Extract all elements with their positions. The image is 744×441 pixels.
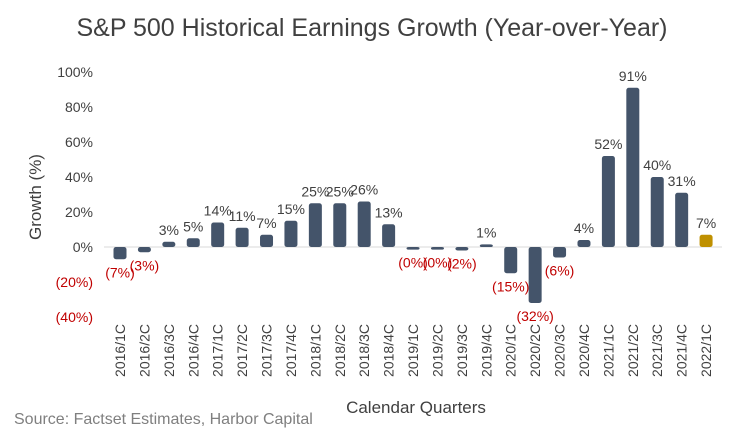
y-tick-label: 60% xyxy=(65,134,93,150)
x-tick-label: 2017/2C xyxy=(234,324,250,377)
x-tick-label: 2021/4C xyxy=(674,324,690,377)
x-tick-label: 2019/2C xyxy=(429,324,445,377)
x-tick-label: 2018/1C xyxy=(307,324,323,377)
data-label: 26% xyxy=(350,182,378,198)
bar-2018-2c xyxy=(333,203,346,247)
data-label: 5% xyxy=(183,218,203,234)
data-label: (15%) xyxy=(492,278,529,294)
x-tick-label: 2020/4C xyxy=(576,324,592,377)
y-tick-label: 80% xyxy=(65,99,93,115)
bar-2020-1c xyxy=(504,247,517,273)
y-tick-label: 0% xyxy=(73,239,93,255)
x-tick-label: 2019/3C xyxy=(454,324,470,377)
data-label: 91% xyxy=(619,68,647,84)
data-label: 13% xyxy=(375,204,403,220)
y-axis-label: Growth (%) xyxy=(26,154,45,240)
bar-2019-1c xyxy=(407,247,420,250)
bar-2021-3c xyxy=(651,177,664,247)
y-tick-label: 100% xyxy=(57,64,93,80)
data-label: 14% xyxy=(204,203,232,219)
x-tick-label: 2016/2C xyxy=(136,324,152,377)
data-label: (2%) xyxy=(447,256,477,272)
bar-2018-1c xyxy=(309,203,322,247)
x-tick-label: 2021/1C xyxy=(600,324,616,377)
y-tick-label: 20% xyxy=(65,204,93,220)
data-label: (3%) xyxy=(130,257,160,273)
bar-2020-2c xyxy=(529,247,542,303)
x-tick-label: 2016/4C xyxy=(185,324,201,377)
data-label: 7% xyxy=(256,215,276,231)
x-tick-label: 2018/2C xyxy=(332,324,348,377)
data-labels-group: (7%)(3%)3% 5%14%11% 7%15%25%25%26%13%(0%)(… xyxy=(105,68,716,324)
y-tick-label: 40% xyxy=(65,169,93,185)
x-tick-label: 2018/4C xyxy=(381,324,397,377)
bars-group xyxy=(114,88,713,303)
x-tick-label: 2017/4C xyxy=(283,324,299,377)
bar-2016-3c xyxy=(162,242,175,247)
x-tick-label: 2021/3C xyxy=(649,324,665,377)
x-tick-label: 2020/3C xyxy=(552,324,568,377)
bar-2019-3c xyxy=(455,247,468,251)
bar-2016-1c xyxy=(114,247,127,259)
data-label: 11% xyxy=(229,208,256,224)
data-label: 15% xyxy=(277,201,305,217)
bar-2020-3c xyxy=(553,247,566,258)
data-label: (6%) xyxy=(545,263,575,279)
data-label: 7% xyxy=(696,215,716,231)
data-label: (32%) xyxy=(516,308,553,324)
x-tick-label: 2022/1C xyxy=(698,324,714,377)
bar-2021-2c xyxy=(626,88,639,247)
data-label: 52% xyxy=(594,136,622,152)
x-tick-label: 2019/1C xyxy=(405,324,421,377)
y-axis-ticks: (40%) (20%) 0% 20% 40% 60% 80% 100% xyxy=(56,64,93,325)
x-axis-ticks: 2016/1C 2016/2C 2016/3C 2016/4C 2017/1C 2017/… xyxy=(112,324,714,377)
bar-2021-1c xyxy=(602,156,615,247)
bar-2021-4c xyxy=(675,193,688,247)
data-label: 3% xyxy=(159,222,179,238)
data-label: 40% xyxy=(643,157,671,173)
bar-2020-4c xyxy=(577,240,590,247)
y-tick-label: (20%) xyxy=(56,274,93,290)
chart-plot: (40%)(20%)0%20%40%60%80%100% (7%)(3%)3% 5… xyxy=(0,0,744,441)
x-tick-label: 2020/2C xyxy=(527,324,543,377)
x-tick-label: 2019/4C xyxy=(478,324,494,377)
bar-2019-4c xyxy=(480,244,493,247)
x-tick-label: 2016/1C xyxy=(112,324,128,377)
bar-2016-4c xyxy=(187,238,200,247)
bar-2019-2c xyxy=(431,247,444,250)
bar-2018-3c xyxy=(358,202,371,248)
bar-2017-2c xyxy=(236,228,249,247)
bar-2017-1c xyxy=(211,223,224,248)
x-tick-label: 2016/3C xyxy=(161,324,177,377)
source-note: Source: Factset Estimates, Harbor Capita… xyxy=(14,411,313,429)
bar-2022-1c xyxy=(700,235,713,247)
bar-2016-2c xyxy=(138,247,151,252)
x-tick-label: 2021/2C xyxy=(625,324,641,377)
data-label: 4% xyxy=(574,220,594,236)
y-tick-label: (40%) xyxy=(56,309,93,325)
x-axis-label: Calendar Quarters xyxy=(346,398,486,417)
x-tick-label: 2017/1C xyxy=(210,324,226,377)
data-label: 31% xyxy=(668,173,696,189)
x-tick-label: 2017/3C xyxy=(259,324,275,377)
x-tick-label: 2020/1C xyxy=(503,324,519,377)
bar-2017-4c xyxy=(284,221,297,247)
bar-2018-4c xyxy=(382,224,395,247)
data-label: 1% xyxy=(476,224,496,240)
x-tick-label: 2018/3C xyxy=(356,324,372,377)
bar-2017-3c xyxy=(260,235,273,247)
